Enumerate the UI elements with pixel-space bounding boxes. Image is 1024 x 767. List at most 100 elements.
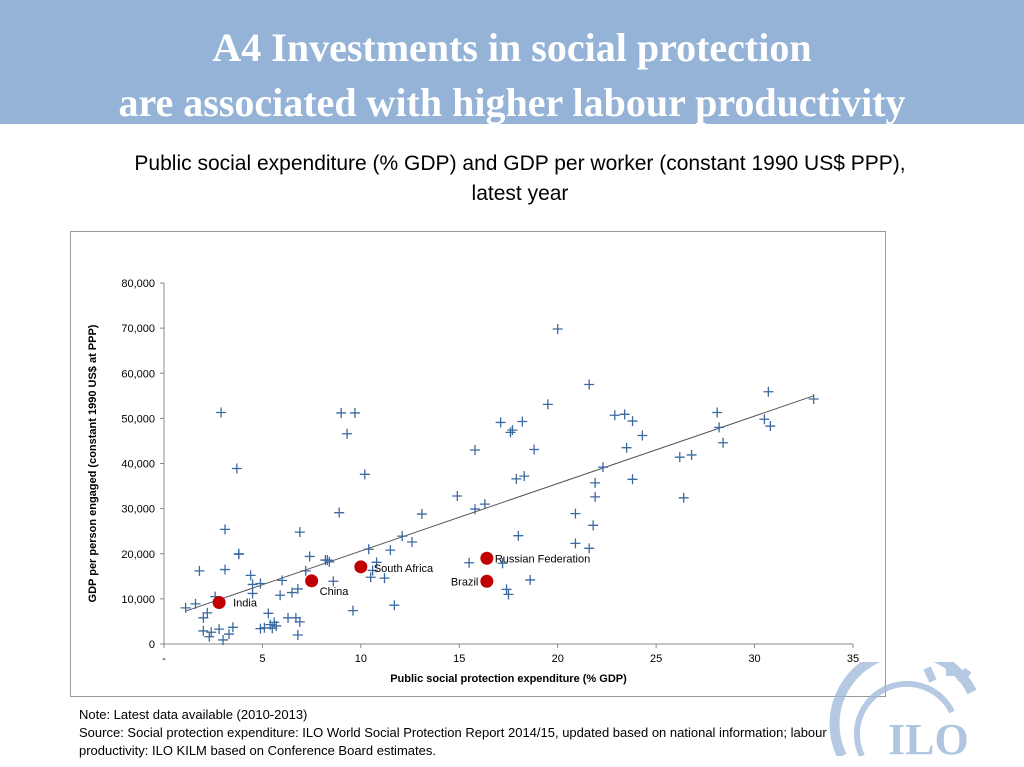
data-point — [292, 583, 303, 594]
data-point — [304, 551, 315, 562]
data-point — [204, 631, 215, 642]
data-point — [233, 548, 244, 559]
data-point — [300, 565, 311, 576]
chart-frame — [70, 231, 886, 697]
data-point — [397, 531, 408, 542]
data-point — [202, 607, 213, 618]
data-point — [718, 437, 729, 448]
data-point — [328, 576, 339, 587]
data-point — [470, 444, 481, 455]
slide-title-line-1: A4 Investments in social protection — [212, 25, 812, 70]
data-point — [497, 558, 508, 569]
country-label: China — [320, 586, 350, 598]
y-tick-label: 60,000 — [121, 368, 155, 380]
highlight-point — [354, 560, 368, 574]
data-point — [590, 477, 601, 488]
data-point — [470, 504, 481, 515]
data-point — [322, 555, 333, 566]
data-point — [507, 425, 518, 436]
data-point — [277, 575, 288, 586]
data-point — [245, 570, 256, 581]
data-point — [621, 442, 632, 453]
data-point — [495, 417, 506, 428]
data-point — [218, 634, 229, 645]
data-point — [619, 409, 630, 420]
slide-title-line-2: are associated with higher labour produc… — [118, 80, 906, 125]
data-point — [198, 625, 209, 636]
data-point — [286, 587, 297, 598]
data-point — [220, 564, 231, 575]
x-tick-label: - — [162, 653, 166, 665]
country-label: Russian Federation — [495, 553, 590, 565]
data-point — [385, 545, 396, 556]
trendline — [185, 395, 814, 612]
y-tick-label: 10,000 — [121, 594, 155, 606]
data-point — [501, 584, 512, 595]
data-point — [214, 624, 225, 635]
data-point — [365, 572, 376, 583]
data-point — [479, 499, 490, 510]
highlight-point — [480, 574, 494, 588]
data-point — [292, 629, 303, 640]
highlight-point — [212, 595, 226, 609]
y-tick-label: 40,000 — [121, 459, 155, 471]
data-point — [513, 530, 524, 541]
x-tick-label: 25 — [650, 653, 662, 665]
data-point — [271, 620, 282, 631]
scatter-chart: 0 10,000 20,000 30,000 40,000 50,000 60,000 70,… — [87, 278, 859, 685]
chart-subtitle-line-1: Public social expenditure (% GDP) and GD… — [134, 152, 906, 175]
data-point — [371, 557, 382, 568]
data-point — [552, 324, 563, 335]
x-axis-title: Public social protection expenditure (% … — [390, 673, 627, 685]
data-point — [194, 565, 205, 576]
x-tick-label: 35 — [847, 653, 859, 665]
data-point — [503, 589, 514, 600]
data-point — [763, 386, 774, 397]
y-tick-label: 50,000 — [121, 413, 155, 425]
data-point — [464, 557, 475, 568]
data-point — [180, 602, 191, 613]
data-point — [590, 491, 601, 502]
data-point — [336, 407, 347, 418]
highlight-point — [480, 551, 494, 565]
country-label: South Africa — [374, 563, 434, 575]
data-point — [678, 492, 689, 503]
note-text: Note: Latest data available (2010-2013) — [79, 707, 308, 722]
data-point — [347, 605, 358, 616]
data-point — [223, 629, 234, 640]
data-point — [627, 416, 638, 427]
data-point — [416, 509, 427, 520]
data-point — [294, 527, 305, 538]
data-point — [359, 469, 370, 480]
data-point — [255, 578, 266, 589]
data-point — [247, 579, 258, 590]
data-point — [227, 622, 238, 633]
country-label: Brazil — [451, 576, 479, 588]
data-point — [627, 474, 638, 485]
data-point — [407, 537, 418, 548]
data-point — [674, 452, 685, 463]
data-point — [294, 616, 305, 627]
data-point — [570, 538, 581, 549]
data-point — [765, 421, 776, 432]
data-point — [342, 428, 353, 439]
data-point — [263, 608, 274, 619]
data-point — [584, 543, 595, 554]
data-point — [220, 524, 231, 535]
data-point — [584, 379, 595, 390]
data-point — [714, 422, 725, 433]
data-point — [275, 590, 286, 601]
data-point — [324, 556, 335, 567]
data-point — [712, 407, 723, 418]
ilo-logo: ILO — [829, 662, 976, 756]
x-tick-label: 15 — [453, 653, 465, 665]
data-point — [609, 410, 620, 421]
data-point — [808, 393, 819, 404]
data-point — [206, 627, 217, 638]
data-point — [379, 573, 390, 584]
x-tick-label: 20 — [552, 653, 564, 665]
data-point — [542, 399, 553, 410]
data-point — [367, 565, 378, 576]
data-point — [588, 520, 599, 531]
source-text-line-1: Source: Social protection expenditure: I… — [79, 725, 827, 740]
